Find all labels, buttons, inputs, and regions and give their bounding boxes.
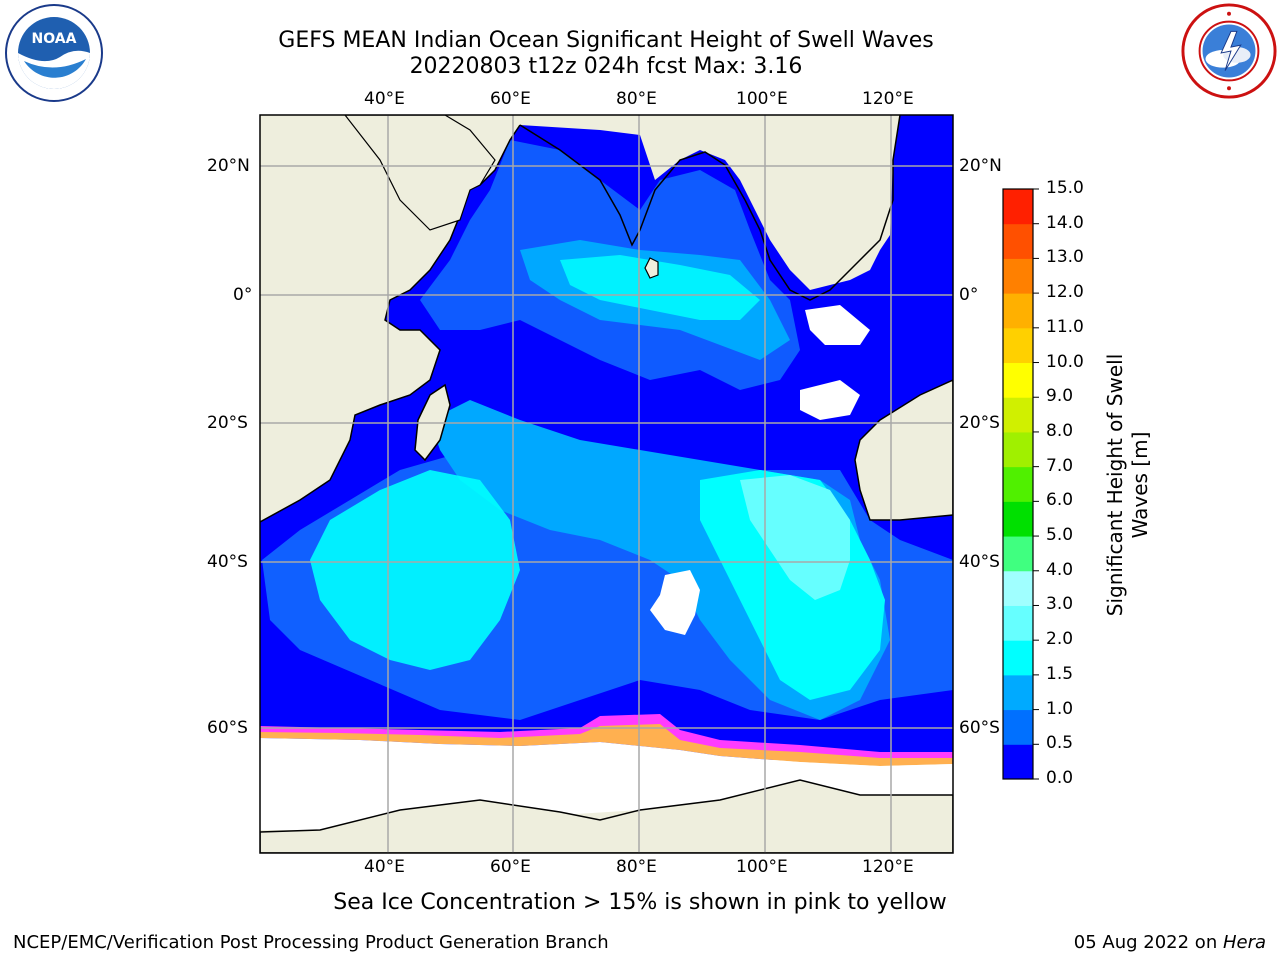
colorbar-title-line1: Significant Height of Swell bbox=[1103, 354, 1127, 616]
seasia-coast bbox=[744, 115, 901, 301]
colorbar-tick-label: 10.0 bbox=[1046, 351, 1084, 372]
colorbar-swatch bbox=[1003, 223, 1033, 259]
lon-label-bottom-40e: 40°E bbox=[364, 857, 405, 877]
colorbar-swatch bbox=[1003, 397, 1033, 433]
colorbar-swatch bbox=[1003, 709, 1033, 745]
australia bbox=[854, 379, 953, 521]
colorbar-swatch bbox=[1003, 362, 1033, 398]
lat-label-right-20n: 20°N bbox=[959, 156, 1002, 176]
lon-label-bottom-60e: 60°E bbox=[490, 857, 531, 877]
graticule bbox=[260, 115, 953, 853]
lon-label-bottom-120e: 120°E bbox=[862, 857, 914, 877]
swell-cyan-west bbox=[310, 470, 520, 670]
colorbar-swatch bbox=[1003, 189, 1033, 225]
swell-cyan-north bbox=[560, 255, 760, 320]
srilanka bbox=[644, 257, 659, 279]
lon-label-bottom-80e: 80°E bbox=[616, 857, 657, 877]
footer-machine: Hera bbox=[1222, 932, 1266, 953]
colorbar-tick-label: 1.0 bbox=[1046, 698, 1074, 719]
svg-text:NOAA: NOAA bbox=[32, 31, 77, 47]
lat-label-right-20s: 20°S bbox=[959, 413, 1000, 433]
lat-label-left-20n: 20°N bbox=[207, 156, 250, 176]
footer-date-text: 05 Aug 2022 on bbox=[1073, 932, 1223, 953]
sea-ice-band-orange bbox=[260, 724, 953, 766]
antarctica-land bbox=[260, 779, 953, 853]
colorbar-swatch bbox=[1003, 501, 1033, 537]
colorbar-tick-label: 1.5 bbox=[1046, 663, 1074, 684]
colorbar-tick-label: 9.0 bbox=[1046, 386, 1074, 407]
footer-credit: NCEP/EMC/Verification Post Processing Pr… bbox=[13, 932, 609, 953]
sea-ice-caption: Sea Ice Concentration > 15% is shown in … bbox=[333, 890, 947, 915]
lat-label-left-40s: 40°S bbox=[207, 552, 248, 572]
footer-date: 05 Aug 2022 on Hera bbox=[1074, 932, 1266, 953]
colorbar-tick-label: 0.5 bbox=[1046, 733, 1074, 754]
colorbar-tick-label: 12.0 bbox=[1046, 282, 1084, 303]
colorbar-swatch bbox=[1003, 293, 1033, 329]
colorbar-swatch bbox=[1003, 744, 1033, 780]
colorbar-swatch bbox=[1003, 640, 1033, 676]
colorbar-tick-label: 8.0 bbox=[1046, 420, 1074, 441]
colorbar-swatch bbox=[1003, 536, 1033, 572]
colorbar-title: Significant Height of Swell Waves [m] bbox=[1100, 320, 1180, 650]
lat-label-right-60s: 60°S bbox=[959, 718, 1000, 738]
colorbar-frame bbox=[1002, 188, 1034, 780]
colorbar-tick-label: 2.0 bbox=[1046, 629, 1074, 650]
india-coast bbox=[519, 124, 746, 247]
lon-label-top-120e: 120°E bbox=[862, 89, 914, 109]
lon-label-bottom-100e: 100°E bbox=[736, 857, 788, 877]
lat-label-right-0: 0° bbox=[959, 285, 979, 305]
colorbar-tick-label: 3.0 bbox=[1046, 594, 1074, 615]
lon-label-top-100e: 100°E bbox=[736, 89, 788, 109]
missing-patch-3 bbox=[805, 305, 870, 345]
missing-patch-1 bbox=[650, 570, 700, 635]
lat-label-right-40s: 40°S bbox=[959, 552, 1000, 572]
colorbar bbox=[1003, 188, 1039, 780]
missing-patch-2 bbox=[800, 380, 860, 420]
lon-label-top-60e: 60°E bbox=[490, 89, 531, 109]
colorbar-tick-label: 14.0 bbox=[1046, 212, 1084, 233]
colorbar-swatch bbox=[1003, 674, 1033, 711]
colorbar-swatch bbox=[1003, 258, 1033, 294]
colorbar-tick-label: 5.0 bbox=[1046, 525, 1074, 546]
lat-label-left-20s: 20°S bbox=[207, 413, 248, 433]
colorbar-swatch bbox=[1003, 431, 1033, 468]
chart-subtitle: 20220803 t12z 024h fcst Max: 3.16 bbox=[409, 54, 803, 79]
lon-label-top-80e: 80°E bbox=[616, 89, 657, 109]
noaa-logo: NOAA bbox=[4, 3, 104, 107]
colorbar-tick-label: 7.0 bbox=[1046, 455, 1074, 476]
colorbar-swatch bbox=[1003, 570, 1033, 606]
arabia bbox=[344, 115, 496, 231]
antarctic-ice bbox=[260, 738, 953, 830]
colorbar-tick-label: 11.0 bbox=[1046, 316, 1084, 337]
lon-label-top-40e: 40°E bbox=[364, 89, 405, 109]
map-frame bbox=[259, 114, 954, 854]
nws-logo bbox=[1180, 2, 1278, 104]
colorbar-title-line2: Waves [m] bbox=[1128, 432, 1152, 539]
colorbar-tick-label: 6.0 bbox=[1046, 490, 1074, 511]
colorbar-tick-label: 15.0 bbox=[1046, 178, 1084, 198]
colorbar-swatch bbox=[1003, 327, 1033, 364]
colorbar-tick-label: 0.0 bbox=[1046, 768, 1074, 788]
colorbar-tick-label: 4.0 bbox=[1046, 559, 1074, 580]
map-area bbox=[260, 115, 953, 853]
chart-title: GEFS MEAN Indian Ocean Significant Heigh… bbox=[278, 28, 934, 53]
colorbar-tick-label: 13.0 bbox=[1046, 247, 1084, 268]
colorbar-swatch bbox=[1003, 466, 1033, 502]
colorbar-swatch bbox=[1003, 605, 1033, 641]
swell-peak bbox=[740, 475, 850, 600]
lat-label-left-60s: 60°S bbox=[207, 718, 248, 738]
lat-label-left-0: 0° bbox=[233, 285, 253, 305]
